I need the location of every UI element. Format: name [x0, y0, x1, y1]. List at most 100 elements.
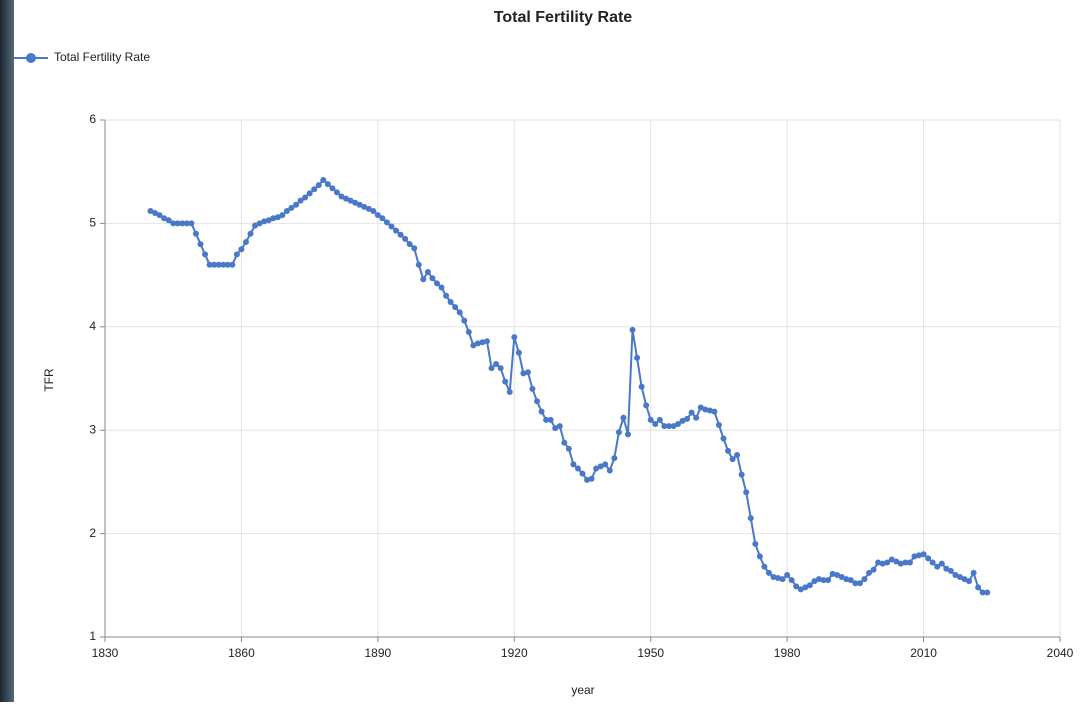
data-point — [247, 230, 254, 237]
data-point — [511, 334, 518, 341]
data-point — [452, 304, 459, 311]
data-point — [847, 577, 854, 584]
data-point — [484, 338, 490, 345]
data-point — [802, 584, 809, 591]
data-point — [838, 574, 845, 581]
data-point — [611, 455, 618, 462]
data-point — [970, 569, 977, 576]
data-point — [588, 475, 595, 482]
data-point — [593, 465, 600, 472]
data-point — [324, 181, 331, 188]
data-point — [311, 186, 318, 193]
data-point — [770, 574, 777, 581]
data-point — [374, 212, 381, 219]
data-point — [684, 415, 691, 422]
data-point — [502, 378, 509, 385]
x-tick-label: 1980 — [774, 646, 801, 660]
data-point — [265, 217, 272, 224]
data-point — [897, 560, 904, 567]
data-point — [602, 461, 609, 468]
data-point — [383, 219, 390, 226]
data-point — [779, 576, 786, 583]
x-tick-label: 1920 — [501, 646, 528, 660]
data-point — [729, 456, 736, 463]
data-point — [893, 558, 900, 565]
data-point — [215, 261, 222, 268]
data-point — [574, 465, 581, 472]
legend-marker — [26, 53, 36, 63]
data-point — [634, 354, 641, 361]
data-point — [884, 559, 891, 566]
y-tick-label: 3 — [89, 422, 96, 436]
data-point — [229, 261, 236, 268]
x-tick-label: 1860 — [228, 646, 255, 660]
data-point — [820, 577, 827, 584]
data-point — [270, 215, 277, 222]
series-line — [150, 178, 988, 594]
data-point — [320, 176, 327, 183]
data-point — [479, 339, 486, 346]
data-point — [656, 416, 663, 423]
data-point — [652, 420, 659, 427]
data-point — [879, 560, 886, 567]
y-tick-label: 6 — [89, 112, 96, 126]
data-point — [238, 246, 245, 253]
data-point — [293, 201, 299, 208]
data-point — [934, 563, 941, 570]
data-point — [888, 556, 895, 563]
data-point — [438, 284, 445, 291]
data-point — [811, 578, 818, 585]
data-point — [520, 370, 527, 377]
data-point — [561, 439, 568, 446]
x-tick-label: 1830 — [92, 646, 119, 660]
data-point — [156, 212, 163, 219]
data-point — [224, 261, 231, 268]
data-point — [784, 571, 791, 578]
data-point — [202, 251, 209, 258]
data-point — [147, 207, 154, 214]
data-point — [734, 452, 741, 459]
data-point — [515, 349, 522, 356]
x-tick-label: 1890 — [365, 646, 392, 660]
data-point — [843, 576, 850, 583]
data-point — [302, 194, 309, 201]
data-point — [761, 563, 768, 570]
x-axis-label: year — [571, 683, 594, 697]
data-point — [406, 241, 413, 248]
legend-label: Total Fertility Rate — [54, 50, 150, 64]
data-point — [188, 220, 195, 227]
data-point — [547, 416, 554, 423]
data-point — [347, 197, 354, 204]
data-point — [411, 245, 418, 252]
data-point — [556, 423, 563, 430]
data-point — [283, 207, 290, 214]
data-point — [497, 365, 504, 372]
data-point — [256, 220, 263, 227]
data-point — [524, 369, 531, 376]
data-point — [788, 577, 795, 584]
data-point — [747, 515, 754, 522]
data-point — [706, 407, 713, 414]
data-point — [756, 553, 763, 560]
data-point — [834, 571, 841, 578]
data-point — [856, 580, 863, 587]
data-point — [206, 261, 213, 268]
data-point — [261, 218, 268, 225]
data-point — [797, 586, 804, 593]
data-point — [975, 584, 982, 591]
data-point — [916, 552, 923, 559]
data-point — [429, 275, 436, 282]
data-point — [643, 402, 650, 409]
data-point — [738, 471, 745, 478]
data-point — [242, 239, 249, 246]
data-point — [752, 540, 759, 547]
data-point — [984, 589, 991, 596]
x-tick-label: 2010 — [910, 646, 937, 660]
data-point — [947, 567, 954, 574]
data-point — [597, 463, 604, 470]
data-point — [866, 569, 872, 576]
data-point — [829, 570, 836, 577]
data-point — [211, 261, 218, 268]
data-point — [775, 575, 782, 582]
data-point — [288, 204, 295, 211]
